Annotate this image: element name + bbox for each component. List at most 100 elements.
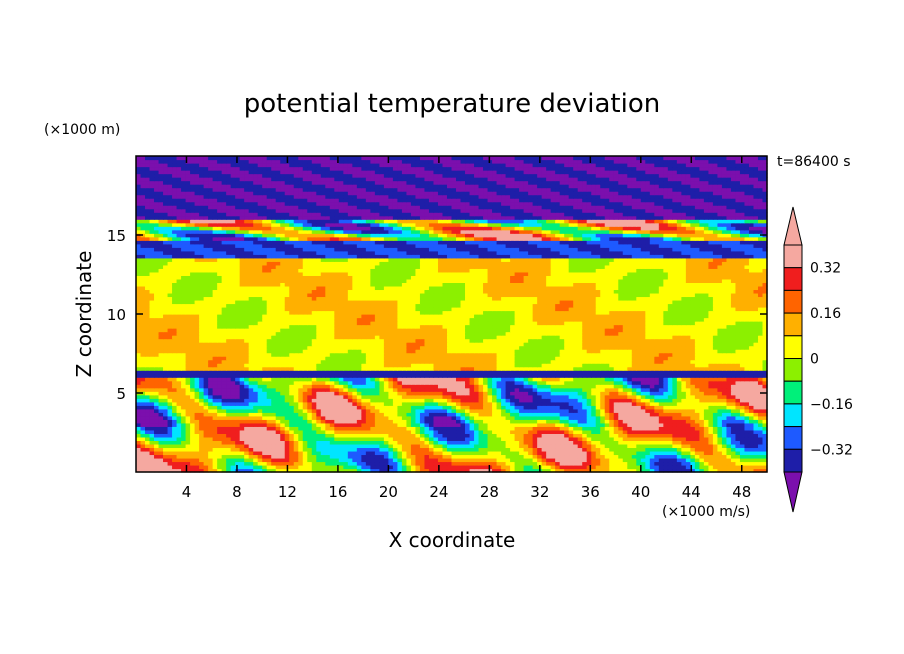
contour-cell [460, 468, 466, 473]
contour-cell [203, 433, 209, 438]
contour-cell [230, 422, 236, 427]
contour-cell [244, 415, 250, 420]
contour-cell [329, 454, 335, 459]
contour-cell [577, 468, 583, 473]
contour-cell [532, 422, 538, 427]
contour-cell [663, 394, 669, 399]
contour-cell [419, 373, 426, 378]
contour-cell [550, 370, 556, 375]
contour-cell [681, 422, 687, 427]
contour-cell [487, 380, 493, 385]
contour-cell [672, 377, 678, 382]
contour-cell [622, 405, 628, 410]
contour-cell [622, 363, 628, 368]
contour-cell [419, 419, 426, 424]
contour-cell [221, 370, 227, 375]
contour-cell [744, 370, 750, 375]
contour-cell [627, 373, 633, 378]
contour-cell [586, 422, 592, 427]
contour-cell [397, 454, 403, 459]
contour-cell [762, 436, 768, 441]
contour-cell [762, 408, 768, 413]
contour-cell [136, 468, 142, 473]
contour-cell [487, 468, 493, 473]
contour-cell [379, 352, 385, 357]
contour-cell [185, 412, 191, 417]
contour-cell [208, 349, 214, 354]
contour-cell [158, 384, 164, 389]
contour-cell [730, 377, 737, 382]
contour-cell [176, 464, 182, 470]
contour-cell [334, 450, 340, 456]
contour-cell [257, 457, 263, 463]
contour-cell [730, 408, 737, 413]
contour-cell [555, 401, 561, 406]
contour-cell [555, 356, 561, 361]
contour-cell [663, 370, 669, 375]
contour-cell [428, 419, 435, 424]
contour-cell [555, 398, 561, 403]
contour-cell [136, 454, 142, 459]
contour-cell [582, 398, 588, 403]
contour-cell [208, 429, 214, 434]
contour-cell [523, 464, 529, 470]
contour-cell [636, 461, 642, 466]
contour-cell [167, 363, 173, 368]
contour-cell [325, 415, 331, 420]
contour-cell [289, 398, 295, 403]
contour-cell [185, 436, 191, 441]
contour-cell [609, 468, 615, 473]
contour-cell [140, 377, 146, 382]
contour-cell [248, 405, 254, 410]
contour-cell [591, 377, 597, 382]
contour-cell [284, 412, 290, 417]
contour-cell [433, 345, 439, 350]
contour-cell [492, 447, 498, 452]
contour-cell [631, 391, 637, 396]
contour-cell [370, 405, 376, 410]
contour-cell [280, 356, 286, 361]
contour-cell [172, 443, 178, 449]
contour-cell [320, 440, 326, 445]
contour-cell [519, 352, 525, 357]
contour-cell [136, 366, 142, 371]
contour-cell [437, 366, 444, 371]
contour-cell [600, 440, 606, 445]
contour-cell [541, 461, 547, 466]
contour-cell [433, 454, 439, 459]
contour-cell [284, 415, 290, 420]
contour-cell [383, 426, 389, 431]
contour-cell [730, 419, 737, 424]
contour-cell [510, 415, 516, 420]
contour-cell [748, 436, 755, 441]
contour-cell [483, 468, 489, 473]
contour-cell [352, 352, 358, 357]
contour-cell [762, 426, 768, 431]
contour-cell [465, 443, 471, 449]
contour-cell [329, 352, 335, 357]
contour-cell [338, 450, 344, 456]
contour-cell [496, 408, 502, 413]
contour-cell [302, 345, 308, 350]
contour-cell [329, 405, 335, 410]
contour-cell [618, 359, 624, 364]
contour-cell [262, 387, 268, 392]
contour-cell [158, 468, 164, 473]
contour-cell [181, 450, 187, 456]
contour-cell [428, 436, 435, 441]
contour-cell [496, 440, 502, 445]
contour-cell [586, 440, 592, 445]
contour-cell [672, 352, 678, 357]
contour-cell [415, 447, 421, 452]
contour-cell [293, 443, 299, 449]
contour-cell [176, 363, 182, 368]
contour-cell [501, 345, 507, 350]
contour-cell [203, 457, 209, 463]
contour-cell [244, 405, 250, 410]
contour-cell [627, 384, 633, 389]
contour-cell [640, 412, 646, 417]
contour-cell [730, 436, 737, 441]
contour-cell [541, 373, 547, 378]
contour-cell [582, 429, 588, 434]
contour-cell [140, 370, 146, 375]
